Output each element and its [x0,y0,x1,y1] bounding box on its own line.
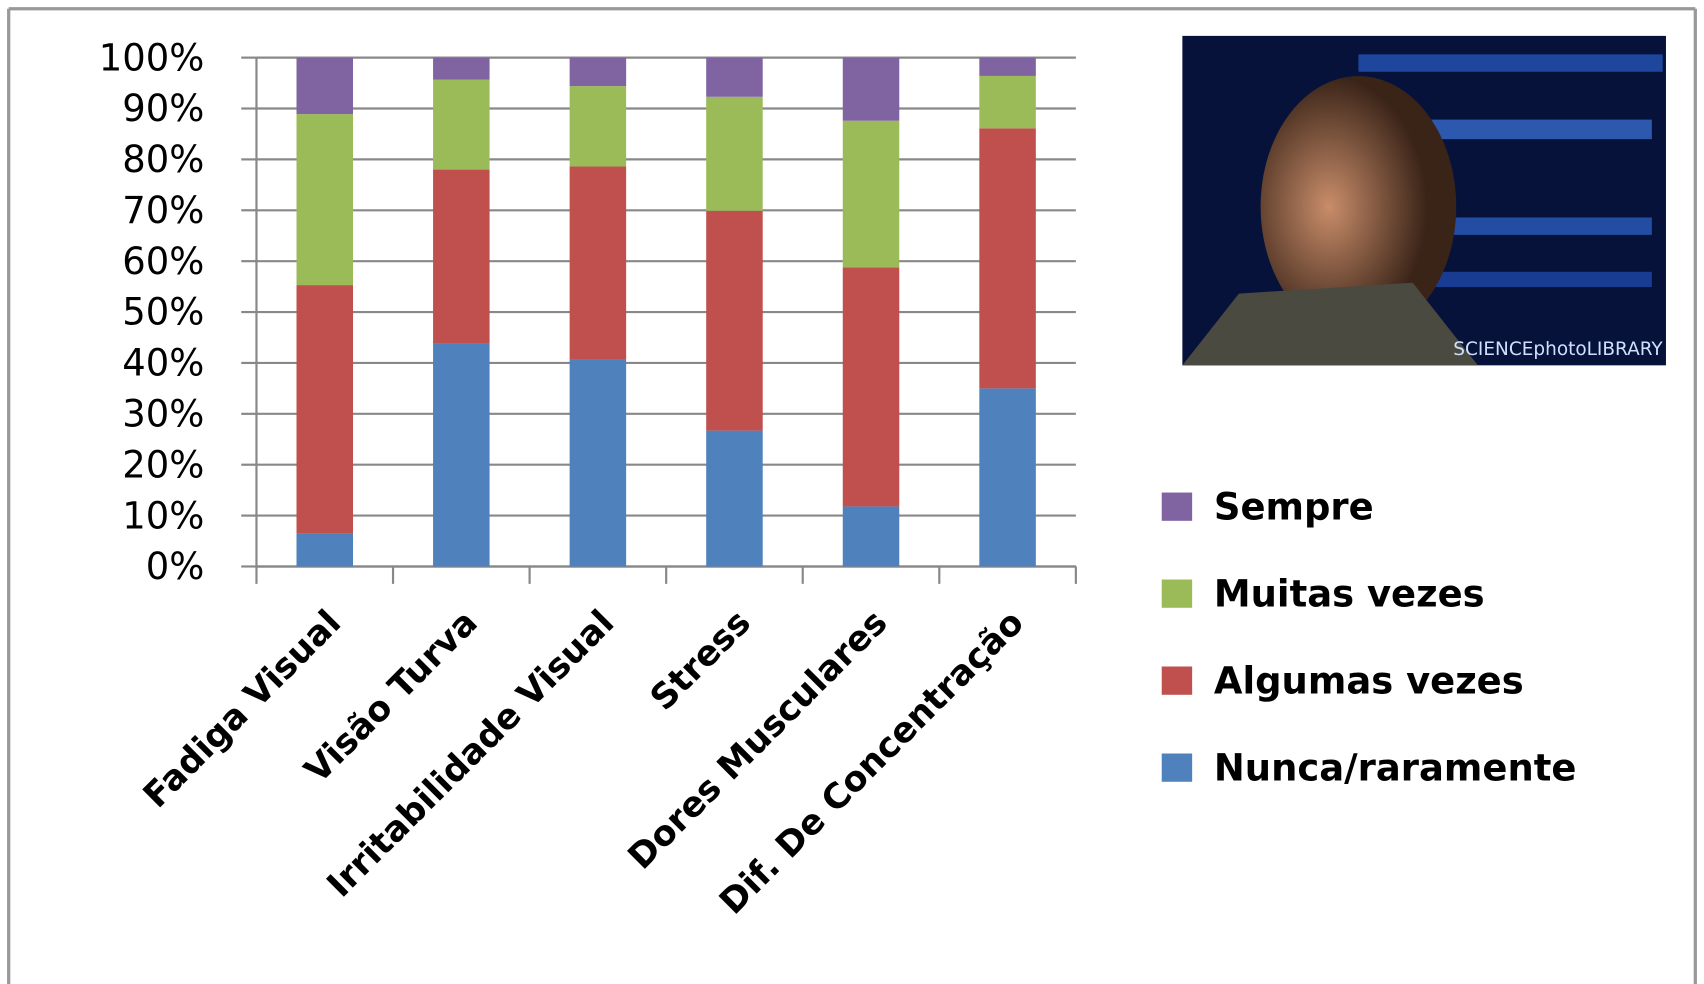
x-tick-label: Irritabilidade Visual [320,603,622,906]
legend-label: Sempre [1214,485,1374,528]
bar-segment [296,114,354,286]
y-tick-label: 90% [122,87,204,130]
legend-label: Algumas vezes [1214,659,1524,702]
bar-segment [433,169,490,344]
legend-label: Nunca/raramente [1214,746,1577,789]
bar-segment [296,533,354,567]
y-tick-label: 30% [122,392,204,435]
bar-segment [842,267,900,507]
y-tick-label: 100% [99,36,205,79]
bar-segment [979,388,1036,567]
photo-credit: SCIENCEphotoLIBRARY [1453,339,1663,360]
y-tick-label: 80% [122,138,204,181]
bar-segment [979,128,1036,389]
bar-segment [296,57,354,115]
photo-light [1401,119,1652,140]
bar-segment [706,96,763,211]
photo-light [1358,54,1663,72]
bar-segment [842,120,900,268]
bar-segment [569,57,627,87]
y-tick-label: 40% [122,342,204,385]
legend-label: Muitas vezes [1214,572,1485,615]
x-tick-label: Dores Musculares [621,603,896,878]
legend-swatch [1161,753,1193,782]
y-tick-label: 20% [122,443,204,486]
legend-swatch [1161,666,1193,695]
bar-segment [433,57,490,80]
photo-light [1412,217,1652,235]
legend-swatch [1161,492,1193,521]
bar-segment [569,166,627,360]
bar-segment [433,343,490,567]
bar-segment [296,285,354,534]
bar-segment [979,57,1036,76]
bar-segment [569,86,627,167]
y-tick-label: 0% [146,545,205,588]
bar-segment [842,506,900,567]
y-tick-label: 60% [122,240,204,283]
legend-swatch [1161,579,1193,608]
bar-segment [706,210,763,431]
bar-segment [433,79,490,170]
y-tick-label: 50% [122,291,204,334]
y-tick-label: 10% [122,494,204,537]
bar-segment [569,359,627,567]
bar-segment [706,57,763,97]
bar-segment [706,430,763,567]
photo: SCIENCEphotoLIBRARY [1182,35,1666,366]
bar-segment [842,57,900,121]
photo-shoulders [1182,282,1478,366]
x-tick-label: Stress [643,603,759,719]
photo-face [1260,76,1457,338]
y-tick-label: 70% [122,189,204,232]
bar-segment [979,75,1036,129]
